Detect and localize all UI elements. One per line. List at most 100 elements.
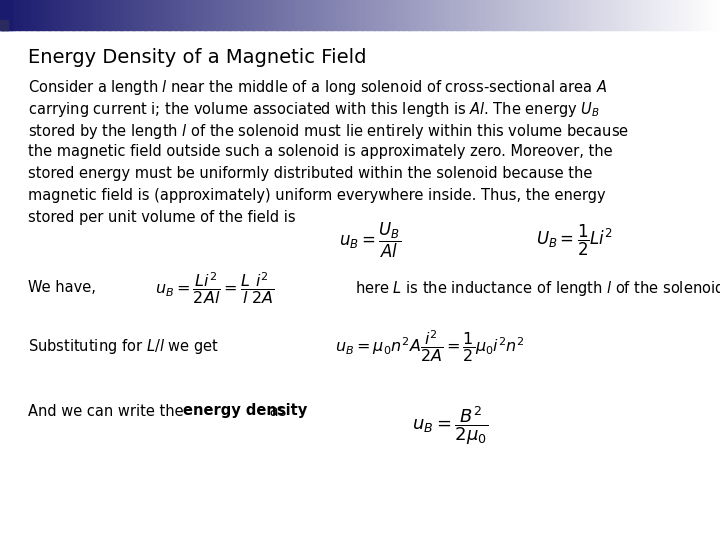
Bar [600, 0, 603, 30]
Bar [7, 0, 10, 30]
Bar [281, 0, 284, 30]
Bar [84, 0, 87, 30]
Bar [67, 0, 70, 30]
Bar [41, 0, 44, 30]
Bar [202, 0, 204, 30]
Bar [48, 0, 51, 30]
Bar [362, 0, 365, 30]
Bar [639, 0, 642, 30]
Bar [578, 0, 581, 30]
Bar [590, 0, 593, 30]
Bar [230, 0, 233, 30]
Bar [588, 0, 591, 30]
Bar [703, 0, 706, 30]
Bar [74, 0, 77, 30]
Bar [305, 0, 307, 30]
Bar [567, 0, 570, 30]
Bar [384, 0, 387, 30]
Bar [682, 0, 685, 30]
Bar [79, 0, 82, 30]
Bar [549, 0, 552, 30]
Bar [358, 0, 361, 30]
Bar [634, 0, 636, 30]
Bar [153, 0, 156, 30]
Bar [288, 0, 291, 30]
Bar [641, 0, 644, 30]
Bar [319, 0, 322, 30]
Bar [101, 0, 104, 30]
Bar [655, 0, 658, 30]
Bar [261, 0, 264, 30]
Bar [456, 0, 459, 30]
Bar [341, 0, 343, 30]
Bar [686, 0, 689, 30]
Bar [58, 0, 60, 30]
Text: $u_B = \dfrac{Li^2}{2Al} = \dfrac{L}{l}\dfrac{i^2}{2A}$: $u_B = \dfrac{Li^2}{2Al} = \dfrac{L}{l}\… [156, 270, 274, 306]
Bar [482, 0, 485, 30]
Bar [698, 0, 701, 30]
Bar [451, 0, 454, 30]
Bar [225, 0, 228, 30]
Bar [535, 0, 538, 30]
Bar [283, 0, 286, 30]
Bar [274, 0, 276, 30]
Bar [38, 0, 41, 30]
Bar [396, 0, 399, 30]
Text: here $L$ is the inductance of length $l$ of the solenoid: here $L$ is the inductance of length $l$… [355, 279, 720, 298]
Bar [401, 0, 404, 30]
Bar [125, 0, 127, 30]
Bar [302, 0, 305, 30]
Bar [554, 0, 557, 30]
Bar [144, 0, 147, 30]
Bar [657, 0, 660, 30]
Bar [63, 0, 66, 30]
Bar [603, 0, 606, 30]
Bar [50, 0, 53, 30]
Bar [418, 0, 420, 30]
Bar [180, 0, 183, 30]
Bar [711, 0, 714, 30]
Bar [110, 0, 113, 30]
Text: $u_B = \dfrac{U_B}{Al}$: $u_B = \dfrac{U_B}{Al}$ [339, 220, 401, 260]
Bar [545, 0, 548, 30]
Bar [420, 0, 423, 30]
Bar [120, 0, 123, 30]
Bar [175, 0, 178, 30]
Bar [279, 0, 282, 30]
Bar [492, 0, 495, 30]
Bar [247, 0, 250, 30]
Bar [382, 0, 384, 30]
Bar [425, 0, 428, 30]
Bar [365, 0, 368, 30]
Bar [187, 0, 190, 30]
Bar [12, 0, 15, 30]
Bar [653, 0, 656, 30]
Bar [5, 0, 8, 30]
Bar [430, 0, 433, 30]
Bar [19, 0, 22, 30]
Text: Consider a length $l$ near the middle of a long solenoid of cross-sectional area: Consider a length $l$ near the middle of… [28, 78, 608, 97]
Bar [221, 0, 224, 30]
Bar [454, 0, 456, 30]
Bar [389, 0, 392, 30]
Bar [207, 0, 210, 30]
Bar [216, 0, 219, 30]
Bar [701, 0, 703, 30]
Bar [338, 0, 341, 30]
Bar [245, 0, 248, 30]
Bar [228, 0, 231, 30]
Bar [243, 0, 246, 30]
Bar [538, 0, 541, 30]
Bar [146, 0, 149, 30]
Bar [151, 0, 154, 30]
Text: $u_B = \dfrac{B^2}{2\mu_0}$: $u_B = \dfrac{B^2}{2\mu_0}$ [412, 404, 488, 447]
Bar [264, 0, 267, 30]
Bar [679, 0, 682, 30]
Bar [108, 0, 111, 30]
Bar [137, 0, 140, 30]
Bar [173, 0, 176, 30]
Bar [509, 0, 512, 30]
Bar [394, 0, 397, 30]
Bar [307, 0, 310, 30]
Bar [70, 0, 73, 30]
